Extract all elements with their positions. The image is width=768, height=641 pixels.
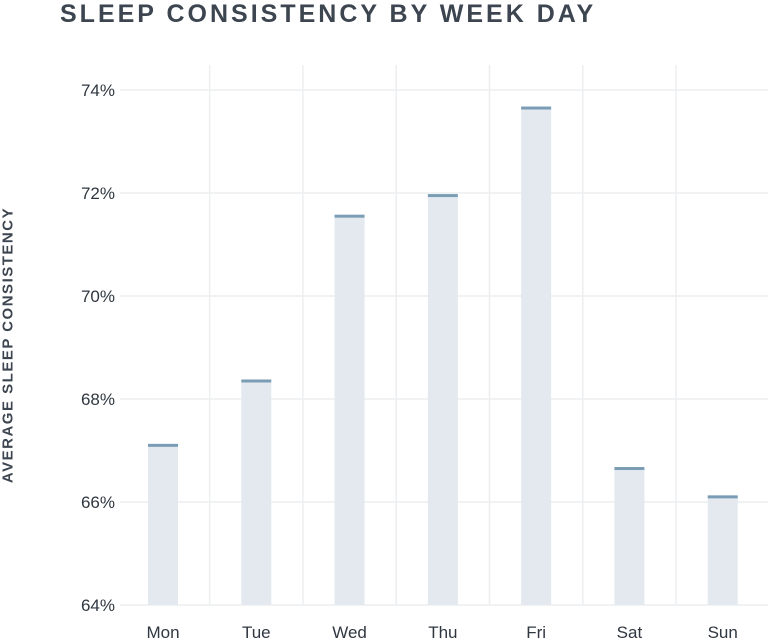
x-tick-label: Sat — [617, 623, 643, 641]
bar-layer — [148, 106, 738, 606]
x-tick-label: Thu — [428, 623, 457, 641]
chart-title: SLEEP CONSISTENCY BY WEEK DAY — [60, 0, 597, 28]
bar-sun — [707, 496, 738, 605]
y-tick-label: 74% — [81, 81, 115, 100]
bar-thu — [427, 195, 458, 605]
y-tick-label: 64% — [81, 596, 115, 615]
y-tick-label: 72% — [81, 184, 115, 203]
y-tick-layer: 64% 66% 68% 70% 72% 74% — [81, 81, 115, 615]
bar-cap-fri — [521, 106, 552, 110]
bar-cap-mon — [148, 443, 178, 447]
bar-cap-sat — [614, 467, 645, 471]
y-tick-label: 70% — [81, 287, 115, 306]
x-tick-label: Wed — [332, 623, 367, 641]
bar-cap-sun — [707, 495, 738, 499]
bar-mon — [148, 445, 178, 605]
bar-cap-wed — [334, 214, 365, 218]
x-tick-label: Tue — [242, 623, 271, 641]
x-tick-label: Sun — [708, 623, 738, 641]
bar-cap-thu — [427, 194, 458, 198]
x-tick-label: Fri — [526, 623, 546, 641]
y-tick-label: 68% — [81, 390, 115, 409]
x-tick-layer: Mon Tue Wed Thu Fri Sat Sun — [146, 623, 737, 641]
x-tick-label: Mon — [146, 623, 179, 641]
bar-fri — [521, 108, 552, 606]
bar-sat — [614, 468, 645, 605]
bar-cap-tue — [241, 379, 272, 383]
bar-tue — [241, 380, 272, 605]
bar-wed — [334, 216, 365, 606]
y-tick-label: 66% — [81, 493, 115, 512]
